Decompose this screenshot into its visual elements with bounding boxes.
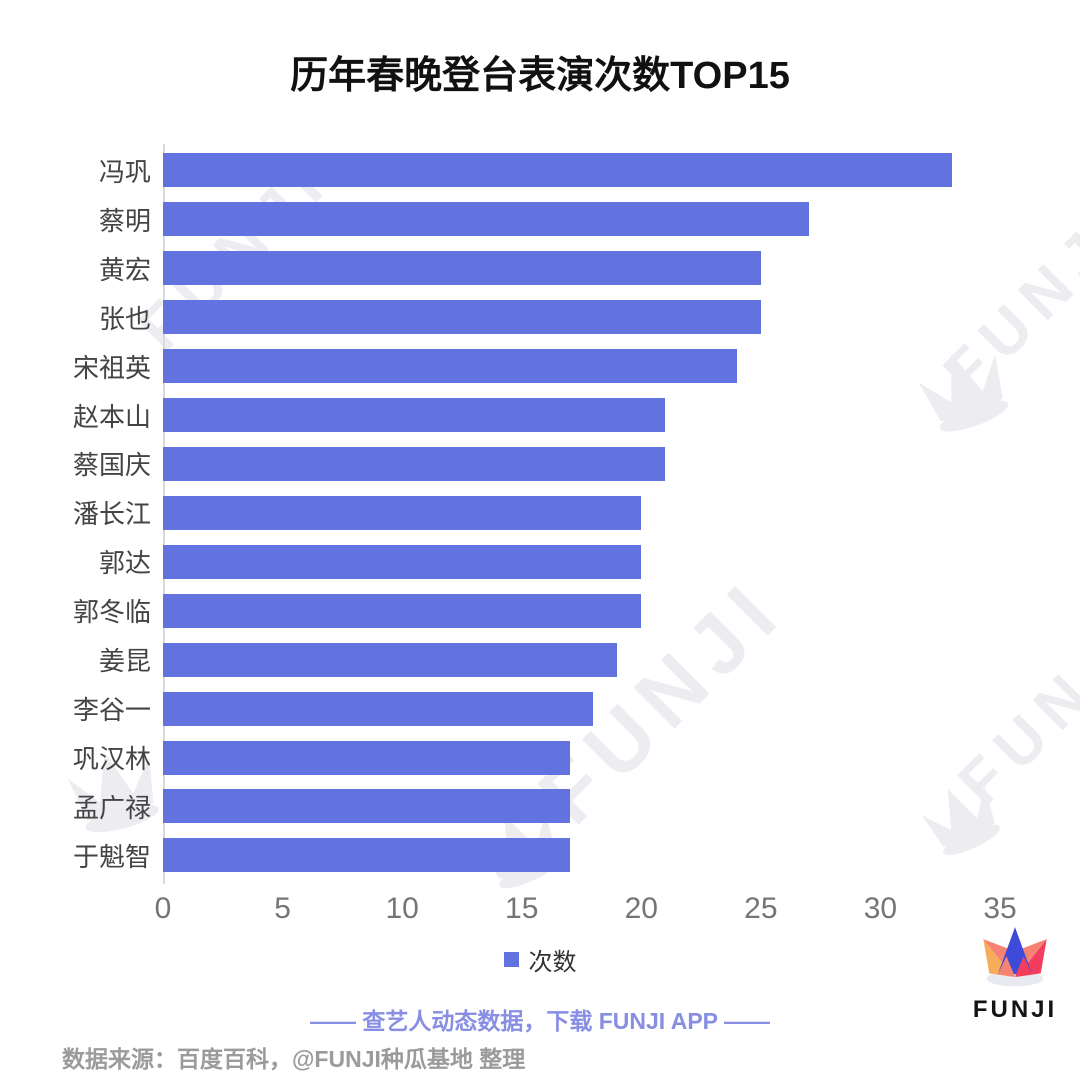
legend-swatch	[503, 952, 519, 967]
category-label: 张也	[98, 303, 151, 334]
watermark-crown-icon	[48, 731, 183, 853]
bar-row: 冯巩	[99, 146, 1000, 195]
category-label: 蔡明	[98, 205, 151, 236]
bar	[163, 544, 642, 579]
bar	[163, 153, 953, 188]
bar	[163, 642, 618, 677]
bar-row: 郭冬临	[73, 586, 1000, 635]
x-tick-label: 10	[385, 892, 419, 925]
watermark-crown-icon	[903, 764, 1022, 875]
bar-row: 黄宏	[99, 244, 1000, 293]
legend-label: 次数	[528, 949, 577, 976]
bar-rows: 冯巩 蔡明 黄宏 张也 宋祖英 赵本山 蔡国庆 潘长江 郭达 郭冬临 姜昆	[73, 146, 1000, 880]
category-label: 蔡国庆	[72, 450, 151, 481]
funji-tagline: —— 查艺人动态数据，下载 FUNJI APP ——	[309, 1008, 771, 1034]
x-axis: 0 5 10 15 20 25 30 35	[155, 892, 1017, 926]
x-tick-label: 5	[274, 892, 291, 925]
watermark-crown-icon	[898, 329, 1033, 453]
bar	[163, 593, 642, 628]
category-label: 李谷一	[72, 695, 151, 726]
category-label: 郭达	[98, 548, 151, 579]
funji-logo: FUNJI	[963, 922, 1067, 1024]
bar-row: 宋祖英	[73, 342, 1000, 391]
x-tick-label: 0	[154, 892, 172, 925]
bar	[163, 398, 666, 433]
bar-row: 蔡国庆	[73, 440, 1000, 489]
funji-crown-icon	[983, 927, 1047, 987]
funji-brand-text: FUNJI	[972, 996, 1058, 1023]
category-label: 潘长江	[72, 499, 151, 530]
chart-title: 历年春晚登台表演次数TOP15	[290, 55, 790, 97]
data-source: 数据来源：百度百科，@FUNJI种瓜基地 整理	[62, 1046, 526, 1072]
bar	[163, 300, 761, 335]
legend: 次数	[0, 942, 1080, 977]
bar-row: 李谷一	[73, 684, 1000, 733]
bar	[163, 789, 570, 824]
category-label: 冯巩	[98, 156, 151, 187]
bar	[163, 446, 666, 481]
bar-chart-plot: 冯巩 蔡明 黄宏 张也 宋祖英 赵本山 蔡国庆 潘长江 郭达 郭冬临 姜昆	[73, 144, 1000, 884]
category-label: 姜昆	[98, 646, 151, 677]
bar-row: 赵本山	[73, 391, 1000, 440]
bar	[163, 691, 594, 726]
bar	[163, 349, 737, 384]
x-tick-label: 30	[863, 892, 898, 925]
bar-row: 巩汉林	[73, 733, 1000, 782]
category-label: 赵本山	[72, 401, 151, 432]
category-label: 郭冬临	[72, 597, 151, 628]
bar	[163, 495, 642, 530]
bar-row: 蔡明	[99, 195, 1000, 244]
bar-row: 潘长江	[73, 488, 1000, 537]
bar	[163, 202, 809, 237]
x-tick-label: 25	[744, 892, 778, 925]
bar-row: 于魁智	[73, 831, 1000, 880]
category-label: 黄宏	[98, 254, 151, 285]
bar	[163, 251, 761, 286]
bar	[163, 838, 570, 873]
x-tick-label: 15	[505, 892, 539, 925]
bar-row: 姜昆	[99, 635, 1000, 684]
bar-row: 孟广禄	[73, 782, 1000, 831]
x-tick-label: 35	[983, 892, 1017, 925]
bar	[163, 740, 570, 775]
bar-row: 郭达	[99, 537, 1000, 586]
category-label: 宋祖英	[72, 352, 151, 383]
category-label: 巩汉林	[72, 744, 151, 775]
category-label: 于魁智	[72, 841, 151, 872]
category-label: 孟广禄	[72, 792, 151, 823]
bar-row: 张也	[99, 293, 1000, 342]
x-tick-label: 20	[624, 892, 658, 925]
